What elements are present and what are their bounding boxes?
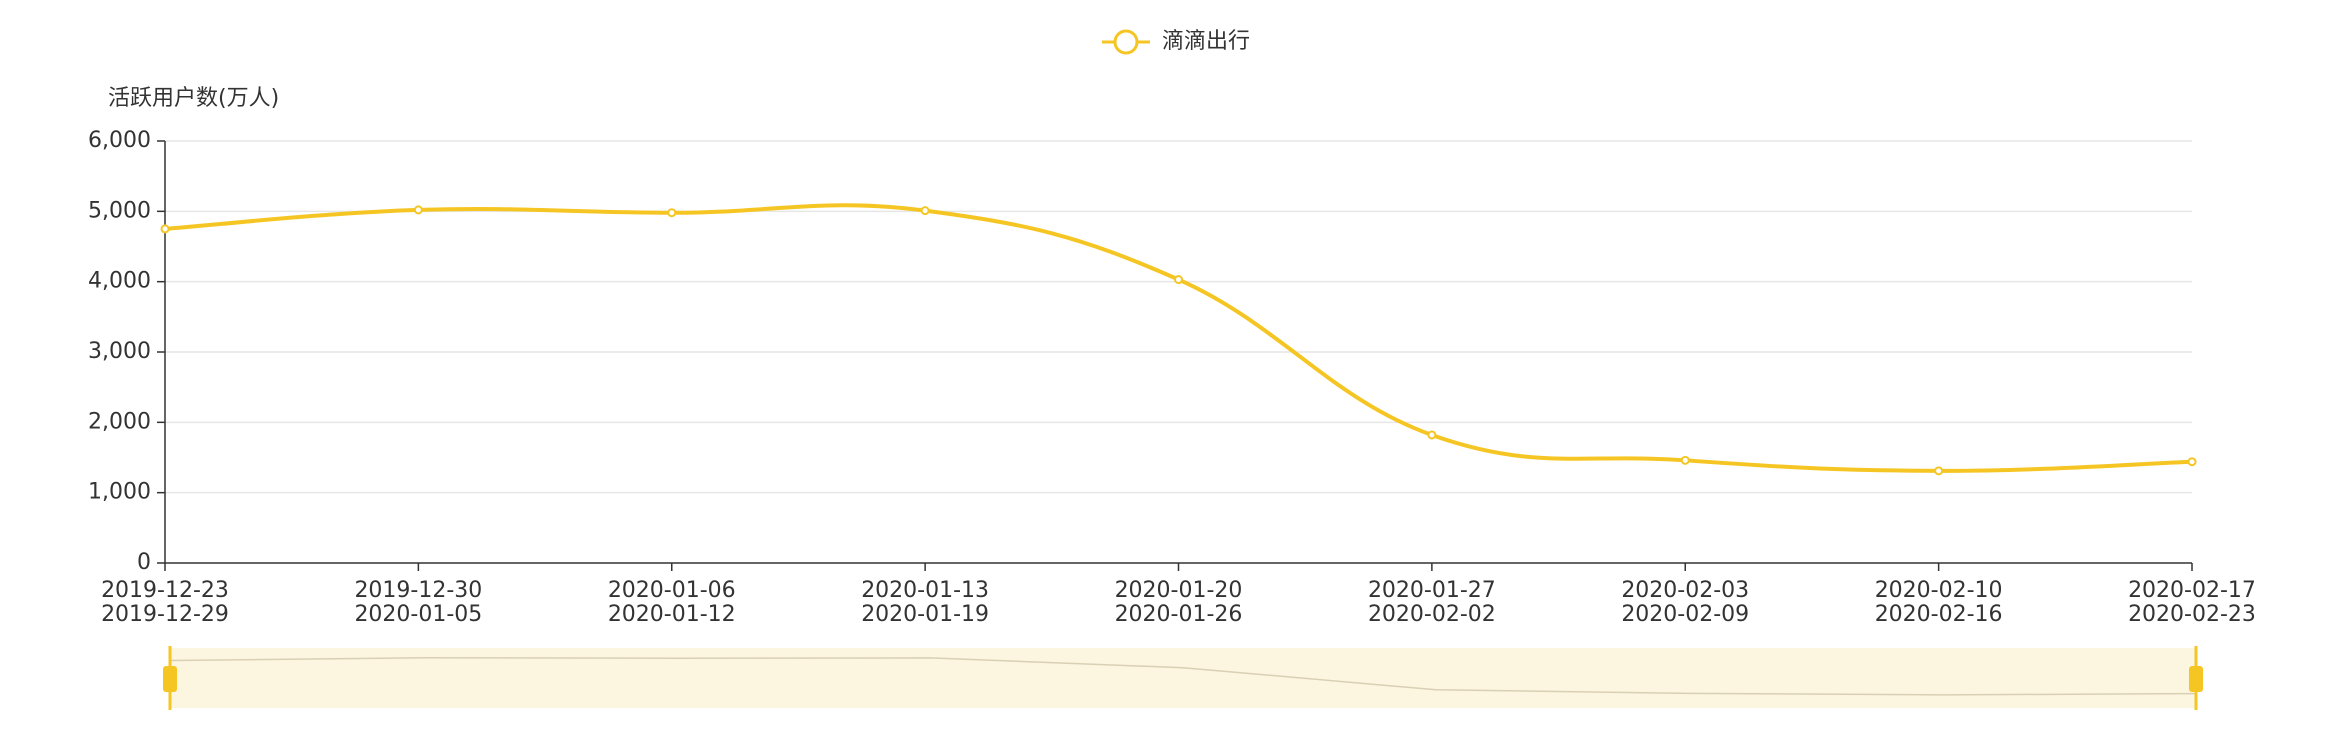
y-axis-title: 活跃用户数(万人) [108, 86, 279, 111]
zoom-handle[interactable] [163, 666, 177, 692]
x-tick-label: 2019-12-29 [101, 602, 229, 627]
x-tick-label: 2019-12-30 [354, 578, 482, 603]
x-tick-label: 2020-02-23 [2128, 602, 2256, 627]
x-tick-label: 2020-02-17 [2128, 578, 2256, 603]
y-tick-label: 1,000 [88, 480, 151, 505]
legend-label: 滴滴出行 [1162, 29, 1250, 54]
point [1427, 430, 1437, 440]
x-tick-label: 2020-01-26 [1115, 602, 1243, 627]
x-tick-label: 2020-01-05 [354, 602, 482, 627]
y-tick-label: 2,000 [88, 409, 151, 434]
point [1680, 455, 1690, 465]
x-tick-label: 2020-02-10 [1875, 578, 2003, 603]
x-tick-label: 2020-01-13 [861, 578, 989, 603]
point [920, 206, 930, 216]
legend-marker [1113, 29, 1139, 55]
point [413, 205, 423, 215]
zoom-preview [169, 657, 2197, 696]
point [1174, 275, 1183, 285]
x-tick-label: 2020-01-06 [608, 578, 736, 603]
x-tick-label: 2020-02-09 [1621, 602, 1749, 627]
point [160, 224, 170, 234]
y-tick-label: 4,000 [88, 269, 151, 294]
y-tick-label: 6,000 [88, 128, 151, 153]
point [667, 208, 677, 218]
x-tick-label: 2020-01-19 [861, 602, 989, 627]
x-tick-label: 2020-01-27 [1368, 578, 1496, 603]
x-tick-label: 2020-01-12 [608, 602, 736, 627]
x-tick-label: 2020-02-03 [1621, 578, 1749, 603]
x-tick-label: 2020-02-02 [1368, 602, 1496, 627]
x-tick-label: 2020-02-16 [1875, 602, 2003, 627]
zoom-background [170, 648, 2196, 708]
point [1934, 466, 1944, 476]
x-tick-label: 2020-01-20 [1115, 578, 1243, 603]
y-tick-label: 0 [137, 550, 151, 575]
x-tick-label: 2019-12-23 [101, 578, 229, 603]
zoom-handle[interactable] [2189, 666, 2203, 692]
y-tick-label: 5,000 [88, 198, 151, 223]
line [164, 203, 2193, 473]
y-tick-label: 3,000 [88, 339, 151, 364]
point [2187, 457, 2197, 467]
